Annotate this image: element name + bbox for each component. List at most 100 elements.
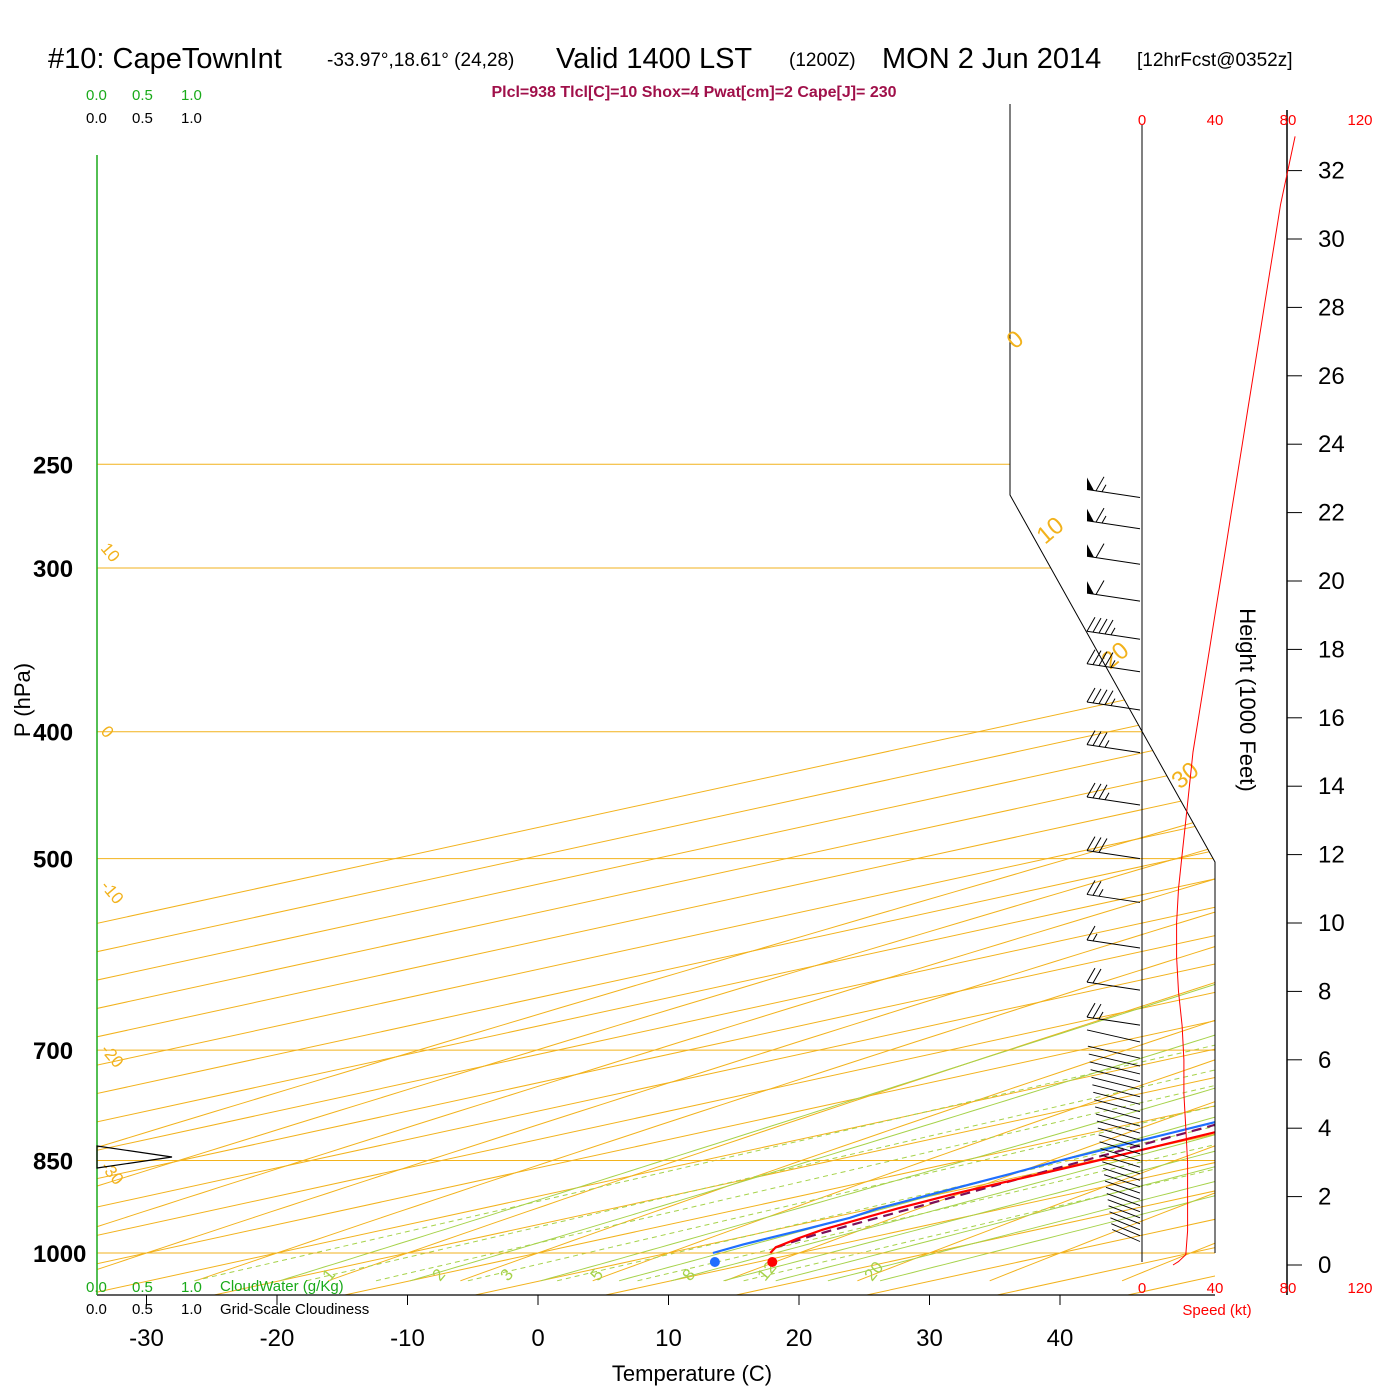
height-tick-label: 28 — [1318, 294, 1345, 321]
x-tick-label: -10 — [390, 1325, 425, 1352]
x-tick-label: 10 — [655, 1325, 682, 1352]
x-tick-label: 30 — [916, 1325, 943, 1352]
wind-barb — [1086, 616, 1141, 640]
barb-flag — [1104, 652, 1114, 667]
height-tick-label: 24 — [1318, 431, 1345, 458]
parcel-trace — [775, 916, 1215, 1249]
dry-adiabat — [857, 440, 1215, 1282]
low-level-wind-barb — [1101, 1154, 1141, 1168]
barb-flag — [1086, 880, 1096, 895]
y-axis-title: P (hPa) — [10, 663, 35, 737]
isotherm-label: 10 — [97, 539, 124, 566]
mixing-ratio-line — [743, 731, 1215, 1282]
height-tick-label: 14 — [1318, 773, 1345, 800]
dry-adiabat — [97, 440, 1215, 1282]
barb-shaft — [1086, 796, 1141, 806]
barb-flag — [1095, 476, 1105, 492]
title-valid: Valid 1400 LST — [556, 43, 752, 75]
low-level-wind-barb — [1099, 1141, 1141, 1155]
dry-adiabat — [1387, 441, 1400, 1281]
isotherm-line — [97, 104, 1215, 1295]
isotherm-line — [97, 104, 1215, 1295]
mixing-ratio-line — [467, 731, 1215, 1282]
barb-half-flag — [1104, 740, 1110, 748]
cloud-scale-bottom-black-0: 0.0 — [86, 1301, 107, 1318]
isotherm-line — [97, 104, 1215, 1295]
moist-adiabat — [671, 463, 1215, 1282]
barb-pennant — [1087, 544, 1094, 558]
barb-flag — [1092, 1003, 1102, 1019]
low-level-wind-barb — [1094, 1106, 1141, 1120]
cloudwater-label: CloudWater (g/Kg) — [220, 1278, 344, 1295]
barb-shaft — [1086, 981, 1141, 991]
x-tick-label: 40 — [1047, 1325, 1074, 1352]
barb-shaft — [1086, 555, 1141, 565]
speed-bottom-0: 0 — [1138, 1280, 1146, 1297]
barb-half-flag — [1110, 660, 1116, 668]
height-tick-label: 10 — [1318, 910, 1345, 937]
height-tick-label: 4 — [1318, 1115, 1331, 1142]
wind-barb — [1086, 649, 1141, 673]
barb-shaft — [1086, 630, 1141, 640]
barb-flag — [1092, 688, 1102, 704]
speed-top-120: 120 — [1347, 112, 1372, 129]
isotherm-line — [97, 104, 1215, 1295]
barb-flag — [1092, 881, 1102, 896]
low-level-wind-barb — [1105, 1186, 1141, 1200]
dry-adiabat — [195, 440, 1215, 1282]
low-level-wind-barb — [1090, 1069, 1141, 1083]
wind-barb — [1086, 730, 1141, 754]
moist-adiabat — [827, 463, 1215, 1282]
low-level-wind-barb — [1106, 1193, 1141, 1206]
isotherm-line — [97, 104, 1215, 1295]
speed-scale: 0 40 80 120 0 40 80 120 Speed (kt) — [1138, 112, 1373, 1319]
isotherm-line — [97, 104, 1215, 1295]
low-level-wind-barb — [1098, 1134, 1141, 1148]
cloud-scale-top-black-1: 0.5 — [132, 110, 153, 127]
wind-barb — [1086, 580, 1141, 602]
low-level-wind-barb — [1092, 1084, 1141, 1098]
low-level-wind-barb — [1086, 1029, 1141, 1043]
low-level-wind-barb — [1102, 1161, 1141, 1175]
moist-adiabat — [540, 463, 1215, 1282]
dry-adiabat — [97, 440, 1215, 1282]
mixing-ratio-label: 3 — [497, 1265, 518, 1284]
x-tick-label: 0 — [531, 1325, 544, 1352]
wind-barb — [1086, 476, 1141, 498]
wind-barb — [1086, 782, 1141, 806]
barb-shaft — [1086, 701, 1141, 711]
barb-flag — [1086, 649, 1096, 665]
pressure-tick-label: 400 — [33, 720, 73, 747]
barb-flag — [1092, 783, 1102, 799]
low-level-wind-barb — [1109, 1211, 1141, 1225]
isotherm-right-label: 20 — [1097, 637, 1135, 675]
low-level-wind-barb — [1087, 1045, 1141, 1059]
moist-adiabat — [879, 463, 1215, 1282]
wind-barb — [1086, 836, 1141, 860]
isotherm-line — [736, 104, 1215, 1295]
barb-flag — [1095, 580, 1105, 595]
wind-barb — [1086, 925, 1141, 949]
wind-barb — [1086, 880, 1141, 903]
barb-half-flag — [1110, 698, 1116, 706]
barb-shaft — [1086, 1016, 1141, 1026]
plot-right-boundary — [1009, 104, 1216, 1253]
pressure-tick-label: 700 — [33, 1038, 73, 1065]
barb-shaft — [1086, 939, 1141, 949]
temperature-profile — [769, 481, 1215, 1254]
title-station: #10: CapeTownInt — [48, 43, 282, 75]
low-level-wind-barb — [1103, 1174, 1141, 1188]
isotherm-line — [97, 104, 1215, 1295]
barb-flag — [1086, 1002, 1096, 1018]
dry-adiabat — [1121, 440, 1215, 1282]
low-level-wind-barb — [1096, 1120, 1141, 1134]
barb-flag — [1098, 732, 1108, 747]
x-tick-label: -30 — [129, 1325, 164, 1352]
isotherm-line — [475, 104, 1215, 1295]
low-level-wind-barb — [1095, 1113, 1141, 1127]
barb-shaft — [1086, 488, 1141, 498]
mixing-ratio-line — [375, 731, 1215, 1282]
height-tick-label: 16 — [1318, 705, 1345, 732]
barb-pennant — [1087, 477, 1094, 491]
isotherm-line — [605, 104, 1215, 1295]
